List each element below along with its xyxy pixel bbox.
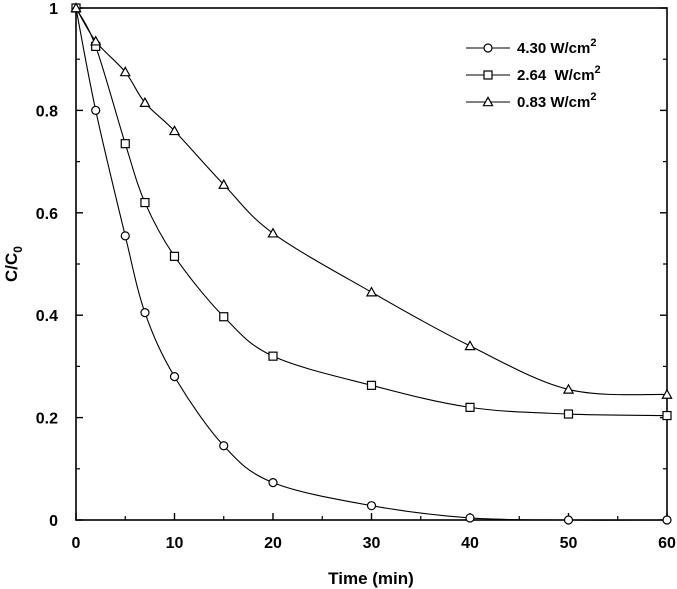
y-tick-label: 1 — [49, 1, 58, 18]
legend-marker-circle — [483, 43, 493, 53]
data-point-triangle — [661, 388, 673, 399]
data-point-triangle — [90, 35, 102, 46]
data-point-circle — [169, 372, 180, 382]
legend-marker-triangle — [482, 96, 494, 107]
y-axis-label: C/C0 — [2, 246, 25, 282]
data-point-triangle — [464, 340, 476, 351]
data-point-square — [169, 251, 180, 261]
data-point-circle — [563, 515, 574, 525]
data-point-triangle — [168, 125, 181, 136]
series-line-square — [75, 7, 668, 417]
legend-entry-superscript: 2 — [590, 91, 596, 103]
x-tick-label: 20 — [264, 535, 282, 552]
data-point-square — [366, 380, 377, 390]
x-tick-label: 30 — [363, 535, 381, 552]
data-point-square — [120, 139, 130, 149]
series-line-triangle — [75, 7, 668, 396]
legend-entry-superscript: 2 — [595, 64, 601, 76]
data-point-square — [268, 351, 278, 361]
data-point-circle — [140, 308, 150, 318]
data-point-circle — [268, 478, 278, 488]
data-point-triangle — [562, 383, 575, 394]
y-tick-label: 0.8 — [36, 103, 58, 120]
x-axis-label: Time (min) — [328, 569, 414, 588]
data-point-circle — [366, 501, 377, 511]
y-axis-label-subscript: 0 — [11, 246, 25, 253]
x-tick-label: 50 — [560, 535, 578, 552]
series-line-circle — [75, 7, 668, 521]
data-point-square — [465, 402, 475, 412]
y-tick-label: 0.2 — [36, 411, 58, 428]
legend-entry-label: 0.83 W/cm2 — [517, 91, 597, 111]
y-tick-label: 0.6 — [36, 206, 58, 223]
data-point-circle — [120, 231, 130, 241]
legend-entry-text: 2.64 W/cm — [517, 67, 595, 84]
tick-labels: 0 10 20 30 40 50 60 0 0.2 0.4 0.6 0.8 1 — [36, 1, 676, 552]
data-point-triangle — [365, 286, 378, 297]
y-axis-label-main: C/C — [2, 253, 21, 282]
series-markers — [70, 2, 673, 525]
data-point-triangle — [218, 178, 230, 189]
tick-marks — [75, 7, 668, 521]
legend-marker-square — [483, 70, 493, 80]
legend-entry-label: 2.64 W/cm2 — [517, 64, 601, 84]
data-point-circle — [465, 513, 475, 523]
x-tick-label: 60 — [658, 535, 676, 552]
series-curves — [75, 7, 668, 521]
y-tick-label: 0 — [49, 513, 58, 530]
x-tick-label: 0 — [72, 535, 81, 552]
data-point-circle — [662, 515, 672, 525]
legend-entry-superscript: 2 — [590, 37, 596, 49]
data-point-circle — [219, 441, 229, 451]
legend-entry-text: 4.30 W/cm — [517, 40, 590, 57]
data-point-square — [662, 410, 672, 421]
legend-entry-text: 0.83 W/cm — [517, 94, 590, 111]
data-point-triangle — [119, 66, 131, 77]
plot-frame — [75, 7, 668, 521]
data-point-circle — [91, 105, 101, 116]
data-point-square — [140, 197, 150, 208]
legend-entry-label: 4.30 W/cm2 — [517, 37, 597, 57]
data-point-square — [563, 409, 574, 419]
data-point-triangle — [70, 2, 82, 13]
x-tick-label: 10 — [166, 535, 184, 552]
data-point-triangle — [139, 96, 151, 108]
y-tick-label: 0.4 — [36, 308, 58, 325]
x-tick-label: 40 — [461, 535, 479, 552]
data-point-square — [219, 312, 229, 322]
data-point-triangle — [267, 227, 279, 238]
